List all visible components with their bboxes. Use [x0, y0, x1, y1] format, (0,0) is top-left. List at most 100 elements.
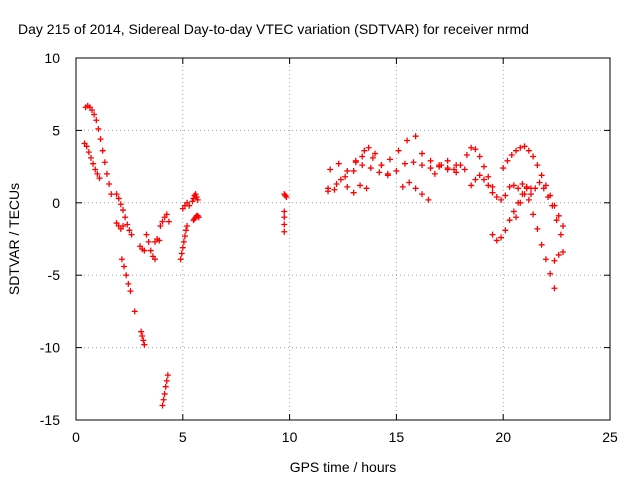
series-arc-16: [190, 212, 202, 224]
data-point: [121, 263, 128, 270]
x-tick-label: 25: [602, 429, 618, 445]
y-tick-label: 0: [52, 195, 60, 211]
data-point: [165, 218, 172, 225]
data-point: [386, 156, 393, 163]
data-point: [427, 157, 434, 164]
x-tick-label: 20: [495, 429, 511, 445]
data-point: [157, 222, 164, 229]
data-point: [547, 270, 554, 277]
data-point: [451, 166, 458, 173]
data-point: [493, 237, 500, 244]
data-point: [367, 165, 374, 172]
series-arc-14: [179, 199, 193, 212]
data-point: [530, 211, 537, 218]
y-tick-label: -10: [40, 340, 60, 356]
data-point: [117, 201, 124, 208]
series-arc-24: [419, 150, 468, 173]
data-point: [87, 154, 94, 161]
data-point: [476, 153, 483, 160]
data-point: [331, 186, 338, 193]
data-point: [192, 191, 199, 198]
data-point: [525, 196, 532, 203]
data-point: [393, 167, 400, 174]
data-point: [361, 147, 368, 154]
data-point: [365, 144, 372, 151]
data-point: [85, 149, 92, 156]
data-point: [508, 152, 515, 159]
data-point: [159, 218, 166, 225]
data-point: [489, 183, 496, 190]
data-point: [419, 191, 426, 198]
data-point: [513, 147, 520, 154]
data-point: [180, 238, 187, 245]
data-point: [444, 157, 451, 164]
data-point: [444, 165, 451, 172]
y-tick-labels: -15 -10 -5 0 5 10: [40, 50, 60, 428]
series-arc-8: [137, 243, 148, 254]
data-point: [551, 285, 558, 292]
data-point: [125, 280, 132, 287]
data-point: [106, 180, 113, 187]
data-point: [431, 170, 438, 177]
data-point: [519, 180, 526, 187]
data-point: [551, 202, 558, 209]
data-point: [532, 185, 539, 192]
data-point: [485, 182, 492, 189]
series-arc-29: [513, 191, 558, 292]
data-point: [498, 234, 505, 241]
data-point: [108, 191, 115, 198]
data-point: [480, 176, 487, 183]
y-tick-label: -15: [40, 412, 60, 428]
data-point: [489, 189, 496, 196]
data-point: [145, 238, 152, 245]
data-point: [560, 249, 567, 256]
data-point: [152, 256, 159, 263]
data-point: [93, 117, 100, 124]
data-point: [493, 194, 500, 201]
data-point: [369, 154, 376, 161]
data-point: [538, 241, 545, 248]
data-point: [555, 251, 562, 258]
series-arc-9: [143, 231, 159, 263]
series-arc-7: [138, 328, 148, 348]
data-point: [384, 170, 391, 177]
data-point: [184, 222, 191, 229]
data-point: [195, 214, 202, 221]
data-point: [350, 167, 357, 174]
data-point: [372, 150, 379, 157]
data-point: [410, 159, 417, 166]
data-point: [193, 194, 200, 201]
data-point: [523, 185, 530, 192]
series-arc-30: [551, 249, 567, 264]
data-point: [97, 136, 104, 143]
series-arc-1: [82, 102, 115, 198]
data-point: [124, 221, 131, 228]
data-point: [412, 185, 419, 192]
data-point: [378, 162, 385, 169]
data-point: [281, 228, 288, 235]
data-point: [404, 137, 411, 144]
data-point: [359, 153, 366, 160]
data-point: [480, 163, 487, 170]
data-point: [282, 192, 289, 199]
series-arc-12: [157, 211, 172, 229]
data-point: [128, 231, 135, 238]
data-point: [453, 162, 460, 169]
series-arc-26: [468, 172, 564, 238]
data-point: [281, 221, 288, 228]
data-point: [333, 180, 340, 187]
data-point: [89, 107, 96, 114]
data-point: [113, 191, 120, 198]
data-point: [506, 183, 513, 190]
data-point: [502, 192, 509, 199]
data-point: [557, 231, 564, 238]
data-point: [327, 166, 334, 173]
data-point: [547, 192, 554, 199]
data-point: [500, 165, 507, 172]
data-point: [510, 182, 517, 189]
data-point: [517, 144, 524, 151]
data-point: [160, 396, 167, 403]
data-point: [162, 383, 169, 390]
data-point: [560, 222, 567, 229]
